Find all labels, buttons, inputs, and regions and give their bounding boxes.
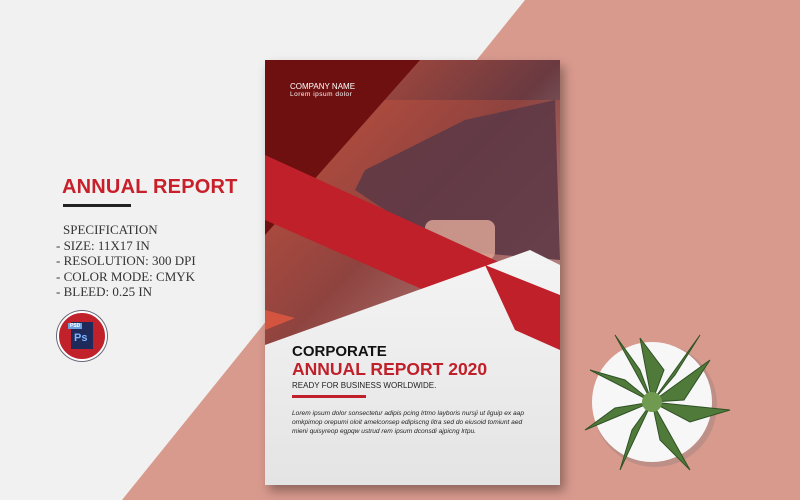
cover-artwork <box>265 60 560 485</box>
photoshop-badge-icon: PSD Ps <box>57 311 107 361</box>
company-tagline: Lorem ipsum dolor <box>290 91 353 98</box>
cover-heading: CORPORATE <box>292 343 387 360</box>
cover-title: ANNUAL REPORT 2020 <box>292 359 488 379</box>
spec-heading: SPECIFICATION <box>63 222 158 237</box>
title-underline <box>63 204 131 207</box>
spec-list: SPECIFICATION - SIZE: 11X17 IN - RESOLUT… <box>56 222 196 300</box>
spec-item: - COLOR MODE: CMYK <box>56 268 196 284</box>
spec-item: - SIZE: 11X17 IN <box>56 237 150 253</box>
brochure-cover: COMPANY NAME Lorem ipsum dolor CORPORATE… <box>265 60 560 485</box>
product-title: ANNUAL REPORT <box>62 176 238 198</box>
company-block: COMPANY NAME Lorem ipsum dolor <box>290 82 355 98</box>
psd-file-icon: PSD Ps <box>68 322 93 349</box>
cover-divider <box>292 395 366 398</box>
cover-body-text: Lorem ipsum dolor sonsectetur adipis pci… <box>292 410 524 435</box>
white-panel <box>265 250 560 485</box>
psd-tag: PSD <box>68 323 83 329</box>
company-name: COMPANY NAME <box>290 82 356 91</box>
ps-label: Ps <box>74 332 88 344</box>
cover-tagline: READY FOR BUSINESS WORLDWIDE. <box>292 381 437 390</box>
succulent-plant-icon <box>584 334 731 471</box>
spec-item: - BLEED: 0.25 IN <box>56 284 153 299</box>
spec-item: - RESOLUTION: 300 DPI <box>56 253 196 268</box>
